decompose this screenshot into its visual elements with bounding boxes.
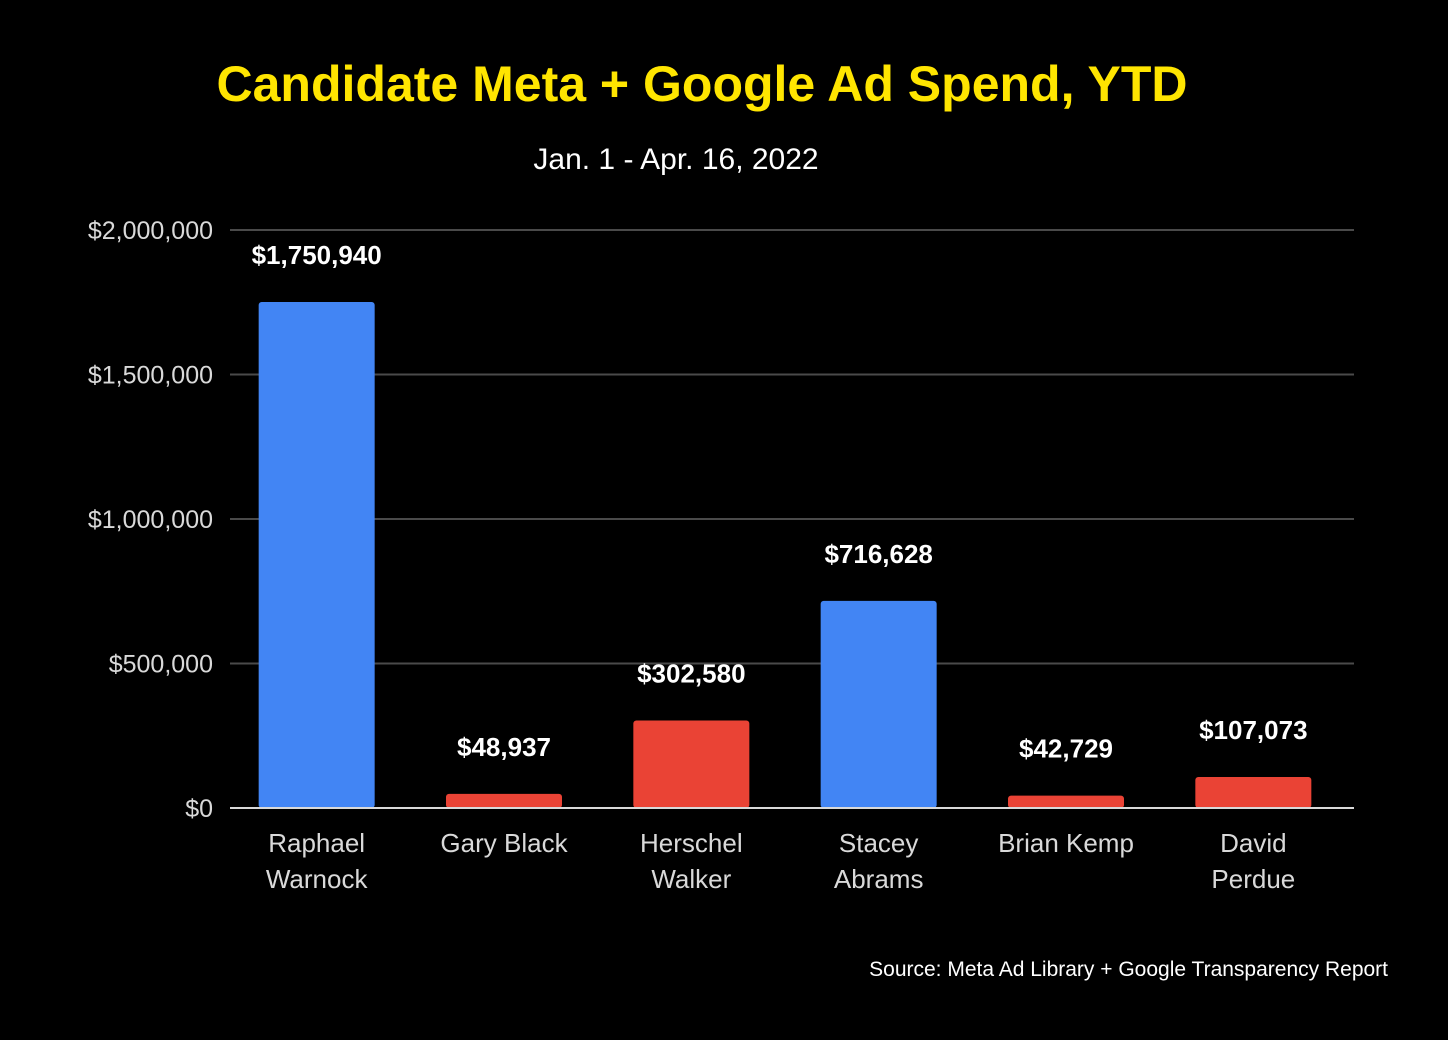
- chart-source: Source: Meta Ad Library + Google Transpa…: [869, 958, 1388, 981]
- y-tick-label: $0: [185, 795, 213, 823]
- x-tick-label-line: Herschel: [640, 828, 743, 858]
- x-tick-label-line: Stacey: [839, 828, 919, 858]
- bar: [258, 301, 375, 808]
- x-tick-label-line: David: [1220, 828, 1286, 858]
- y-tick-label: $1,000,000: [88, 506, 213, 534]
- bars: [258, 301, 1312, 808]
- x-tick-label-line: Gary Black: [440, 828, 568, 858]
- value-labels: $1,750,940 $48,937 $302,580 $716,628 $42,729…: [252, 240, 1308, 764]
- bar: [446, 793, 562, 808]
- y-tick-label: $500,000: [109, 651, 213, 679]
- x-tick-label: Gary Black: [440, 828, 568, 858]
- bar: [1195, 777, 1312, 808]
- x-tick-label: Herschel Walker: [640, 828, 743, 894]
- y-tick-label: $2,000,000: [88, 217, 213, 245]
- x-tick-label-line: Walker: [651, 864, 731, 894]
- chart-subtitle: Jan. 1 - Apr. 16, 2022: [533, 143, 819, 176]
- x-tick-label-line: Perdue: [1211, 864, 1295, 894]
- bar: [1008, 795, 1124, 808]
- x-tick-label: Stacey Abrams: [834, 828, 924, 894]
- data-label: $302,580: [637, 659, 745, 689]
- chart-title: Candidate Meta + Google Ad Spend, YTD: [216, 56, 1188, 112]
- x-tick-label-line: Raphael: [268, 828, 365, 858]
- x-tick-label-line: Abrams: [834, 864, 924, 894]
- x-tick-label-line: Warnock: [266, 864, 369, 894]
- x-axis-categories: Raphael Warnock Gary Black Herschel Walker St…: [266, 828, 1295, 894]
- y-axis-ticks: $0 $500,000 $1,000,000 $1,500,000 $2,000,000: [88, 217, 213, 823]
- data-label: $48,937: [457, 732, 551, 762]
- x-tick-label: Raphael Warnock: [266, 828, 369, 894]
- data-label: $1,750,940: [252, 240, 382, 270]
- bar: [820, 600, 937, 808]
- x-tick-label: David Perdue: [1211, 828, 1295, 894]
- x-tick-label: Brian Kemp: [998, 828, 1134, 858]
- y-tick-label: $1,500,000: [88, 362, 213, 390]
- data-label: $42,729: [1019, 734, 1113, 764]
- bar: [633, 720, 750, 808]
- data-label: $716,628: [824, 539, 932, 569]
- data-label: $107,073: [1199, 715, 1307, 745]
- gridlines: [230, 229, 1354, 665]
- x-tick-label-line: Brian Kemp: [998, 828, 1134, 858]
